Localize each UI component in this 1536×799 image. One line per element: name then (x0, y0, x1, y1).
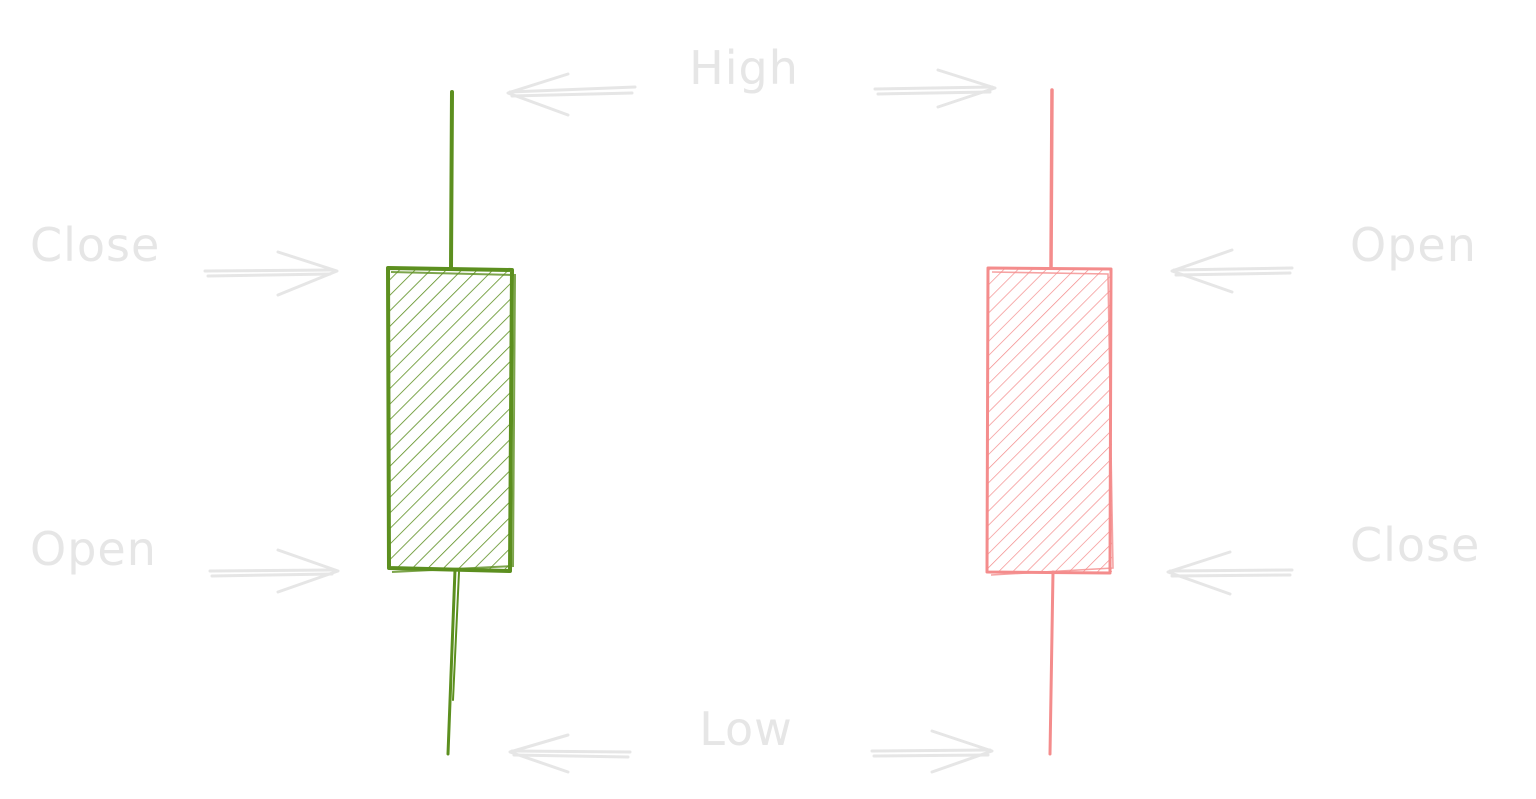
bear-close-label: Close (1350, 522, 1480, 568)
bearish-candle (987, 90, 1113, 754)
bull-close-arrow-icon (205, 252, 337, 295)
high-left-arrow-icon (508, 74, 635, 115)
bear-open-label: Open (1350, 222, 1477, 268)
low-left-arrow-icon (510, 735, 630, 772)
bullish-candle (388, 92, 515, 754)
bearish-upper-wick (1051, 90, 1052, 268)
low-right-arrow-icon (872, 731, 992, 772)
bearish-body-hatch (988, 268, 1112, 572)
high-label: High (689, 45, 799, 91)
bull-open-label: Open (30, 526, 157, 572)
bearish-lower-wick (1050, 572, 1053, 754)
bear-close-arrow-icon (1168, 552, 1292, 594)
bullish-upper-wick (451, 92, 452, 268)
low-label: Low (699, 706, 793, 752)
bull-close-label: Close (30, 222, 160, 268)
high-right-arrow-icon (875, 70, 995, 107)
bull-open-arrow-icon (210, 550, 338, 592)
bullish-body-hatch (388, 268, 512, 570)
bear-open-arrow-icon (1172, 250, 1292, 292)
